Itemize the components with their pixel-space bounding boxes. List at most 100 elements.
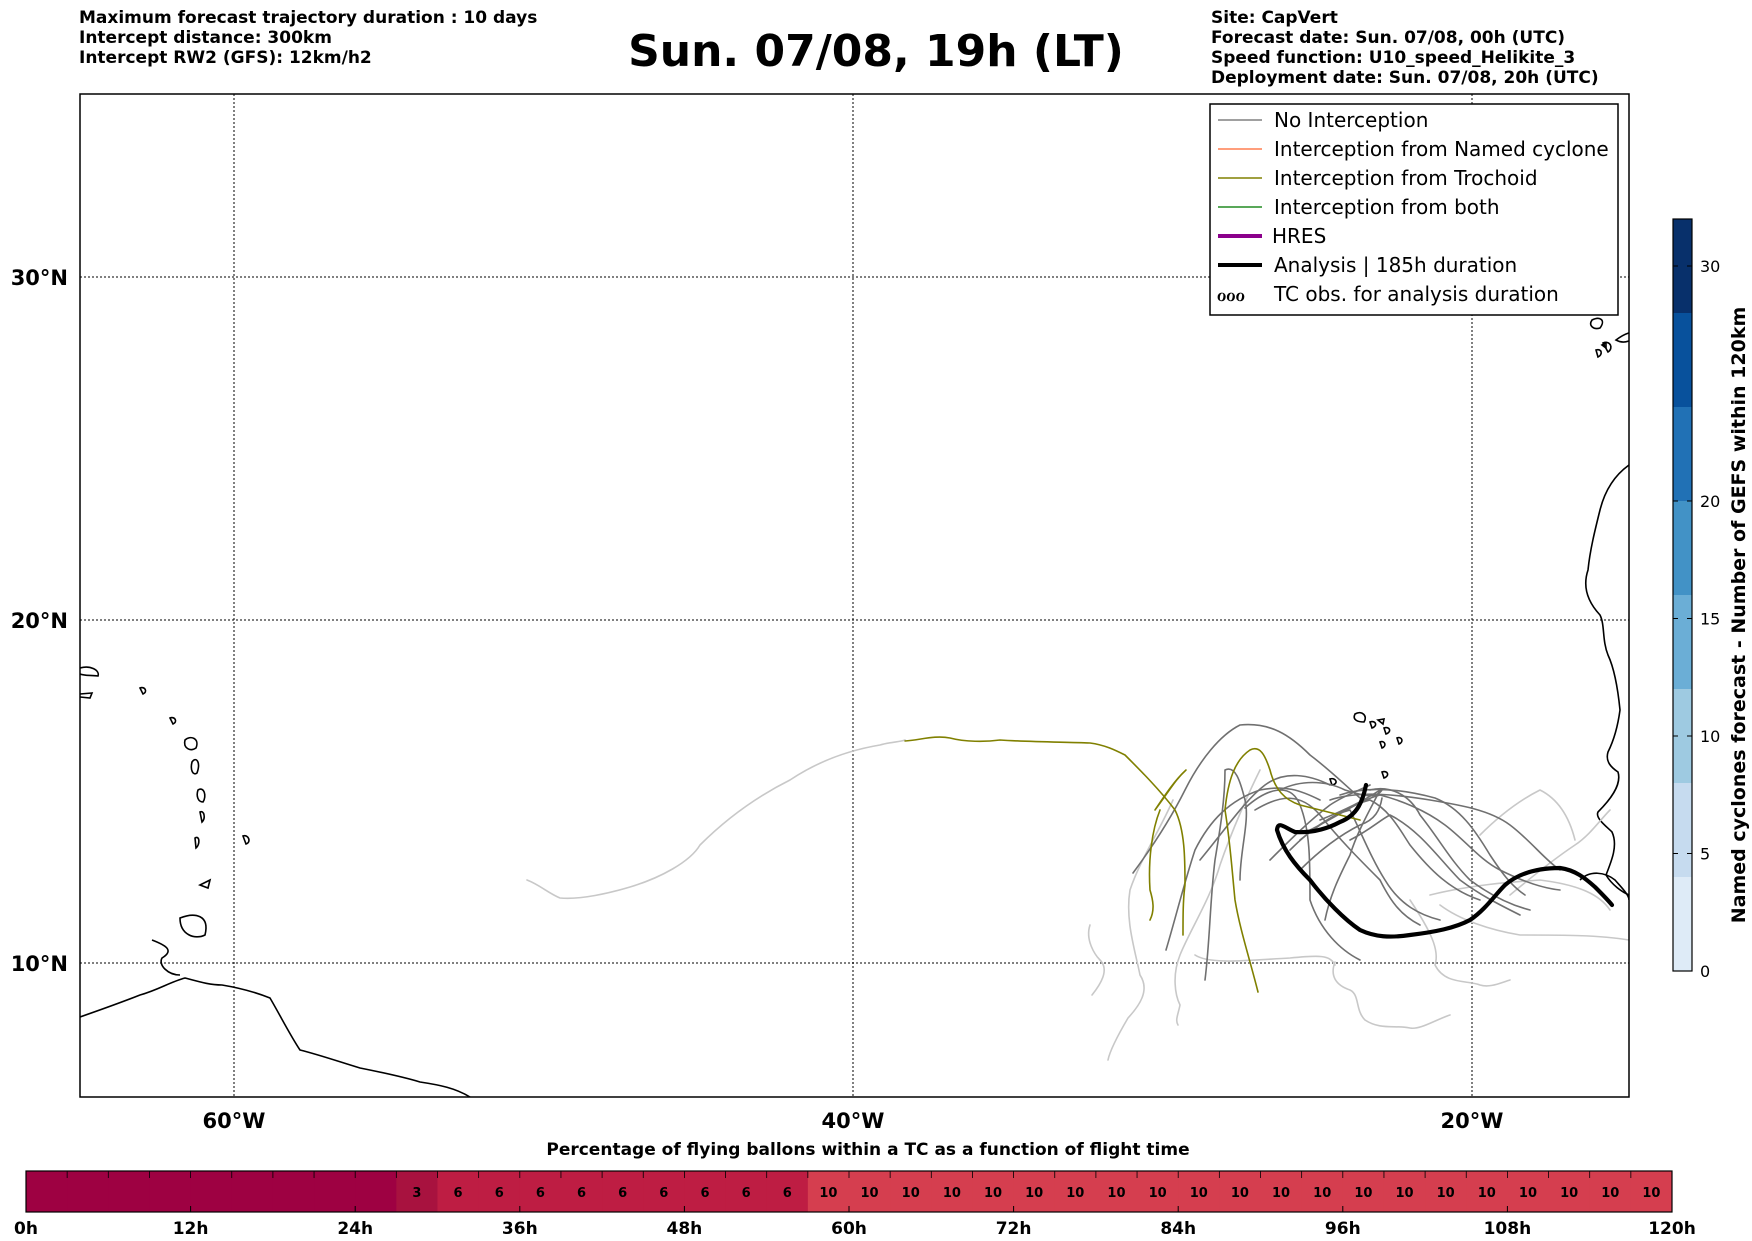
- bottom-bar-cell-label: 6: [495, 1186, 504, 1201]
- legend-label: Analysis | 185h duration: [1274, 253, 1517, 277]
- trajectory-trochoid-3: [1148, 809, 1161, 921]
- colorbar-tick-label: 0: [1700, 962, 1710, 981]
- bottom-bar-cell: [1383, 1171, 1426, 1212]
- trajectory-light-4: [1409, 899, 1511, 987]
- lat-label: 10°N: [11, 952, 68, 976]
- bottom-bar-cell: [478, 1171, 521, 1212]
- bottom-bar-cell-label: 10: [1354, 1186, 1372, 1201]
- lon-label: 40°W: [822, 1109, 885, 1133]
- bottom-bar-cell-label: 10: [1272, 1186, 1290, 1201]
- bottom-bar-cell: [1507, 1171, 1550, 1212]
- bottom-bar-tick-label: 48h: [667, 1219, 703, 1239]
- cape-verde-7: [1380, 770, 1389, 780]
- bottom-bar-cell: [560, 1171, 603, 1212]
- cape-verde-4: [1376, 718, 1386, 726]
- bottom-bar-tick-label: 84h: [1160, 1219, 1196, 1239]
- bottom-bar-cell: [190, 1171, 233, 1212]
- lesser-antilles-d: [199, 810, 205, 824]
- canary-island-1: [1589, 317, 1604, 330]
- bottom-bar-cell: [602, 1171, 644, 1212]
- bottom-bar-cell-label: 10: [1478, 1186, 1496, 1201]
- bottom-bar-cell-label: 6: [577, 1186, 586, 1201]
- bottom-bar-cell-label: 6: [700, 1186, 709, 1201]
- antilles-islet-3: [138, 686, 147, 696]
- trajectory-gray-15: [1269, 784, 1371, 861]
- lat-label: 30°N: [11, 266, 68, 290]
- trinidad: [179, 914, 207, 938]
- bottom-bar-cell-label: 10: [902, 1186, 920, 1201]
- bottom-bar-cell: [766, 1171, 809, 1212]
- trajectory-light-long-west: [526, 739, 906, 900]
- bottom-bar-cell: [1589, 1171, 1632, 1212]
- bottom-bar-cell-label: 6: [454, 1186, 463, 1201]
- bottom-bar-cell: [1630, 1171, 1673, 1212]
- coastlines: [80, 317, 1629, 1097]
- colorbar-tick-label: 10: [1700, 727, 1720, 746]
- lesser-antilles-c: [196, 788, 206, 803]
- canary-island-3: [1614, 332, 1629, 343]
- right-colorbar: 0 5 10 15 20 30 Named cyclones forecast - Num…: [1672, 218, 1750, 981]
- trajectory-light-1: [1332, 961, 1451, 1030]
- bottom-bar-cell-label: 10: [1025, 1186, 1043, 1201]
- colorbar-frame: [1672, 218, 1693, 972]
- bottom-bar-cell: [149, 1171, 192, 1212]
- bottom-bar-cell: [890, 1171, 932, 1212]
- bottom-bar-cell-label: 6: [783, 1186, 792, 1201]
- bottom-bar-title: Percentage of flying ballons within a TC…: [546, 1140, 1189, 1160]
- bottom-bar-cell-label: 10: [1231, 1186, 1249, 1201]
- bottom-percentage-bar: Percentage of flying ballons within a TC…: [14, 1140, 1696, 1239]
- header-right-info: Site: CapVert Forecast date: Sun. 07/08,…: [1211, 8, 1599, 88]
- trajectory-light-3: [1174, 769, 1261, 1026]
- trajectory-light-7: [1479, 789, 1576, 841]
- bottom-bar-cell-label: 10: [1519, 1186, 1537, 1201]
- bottom-bar-cell: [643, 1171, 685, 1212]
- bottom-bar-cell: [1342, 1171, 1385, 1212]
- bottom-bar-cell: [519, 1171, 562, 1212]
- cape-verde-5: [1379, 740, 1386, 750]
- cape-verde-2: [1368, 720, 1377, 730]
- legend-label: HRES: [1272, 224, 1326, 248]
- tobago: [198, 878, 212, 890]
- cape-verde-1: [1353, 711, 1367, 723]
- antilles-islet-1: [80, 666, 100, 677]
- bottom-bar-cell: [355, 1171, 397, 1212]
- bottom-bar-ticks: 0h 12h 24h 36h 48h 60h 72h 84h 96h 108h 120h: [14, 1206, 1696, 1239]
- bottom-bar-tick-label: 60h: [831, 1219, 867, 1239]
- bottom-bar-cell: [972, 1171, 1015, 1212]
- lon-label: 60°W: [203, 1109, 266, 1133]
- africa-coast: [1584, 464, 1629, 896]
- trajectory-light-9: [1087, 924, 1105, 996]
- intercept-distance-text: Intercept distance: 300km: [79, 28, 332, 48]
- bottom-bar-cell: [1178, 1171, 1220, 1212]
- bottom-bar-cell: [1260, 1171, 1303, 1212]
- latitude-labels: 30°N 20°N 10°N: [11, 266, 68, 976]
- colorbar-tick-label: 20: [1700, 492, 1720, 511]
- bottom-bar-tick-label: 72h: [996, 1219, 1032, 1239]
- bottom-bar-cell-label: 10: [1107, 1186, 1125, 1201]
- bottom-bar-cell-label: 6: [536, 1186, 545, 1201]
- trajectory-gray-13: [1279, 781, 1383, 797]
- bottom-bar-cell: [1301, 1171, 1344, 1212]
- legend-label: Interception from both: [1274, 195, 1500, 219]
- bottom-bar-cell-label: 10: [984, 1186, 1002, 1201]
- legend-label: No Interception: [1274, 108, 1428, 132]
- bottom-bar-tick-label: 24h: [337, 1219, 373, 1239]
- bottom-bar-tick-label: 120h: [1648, 1219, 1696, 1239]
- bottom-bar-cell: [231, 1171, 274, 1212]
- trajectory-gray-6: [1254, 797, 1421, 926]
- bottom-bar-cell: [849, 1171, 891, 1212]
- intercept-rw2-text: Intercept RW2 (GFS): 12km/h2: [79, 48, 372, 68]
- antilles-islet-2: [168, 716, 177, 726]
- colorbar-segment: [1673, 689, 1692, 783]
- bottom-bar-cell: [725, 1171, 768, 1212]
- bottom-bar-cell-label: 10: [943, 1186, 961, 1201]
- bottom-bar-cell-label: 10: [819, 1186, 837, 1201]
- trajectory-light-8: [1509, 809, 1611, 896]
- bottom-bar-cell-label: 10: [1601, 1186, 1619, 1201]
- analysis-trajectory: [1274, 782, 1615, 939]
- bottom-bar-cell: [272, 1171, 315, 1212]
- bottom-bar-cell-label: 10: [1642, 1186, 1660, 1201]
- bottom-bar-cell-label: 6: [618, 1186, 627, 1201]
- legend-symbol-icon: ℴℴℴ: [1217, 282, 1245, 306]
